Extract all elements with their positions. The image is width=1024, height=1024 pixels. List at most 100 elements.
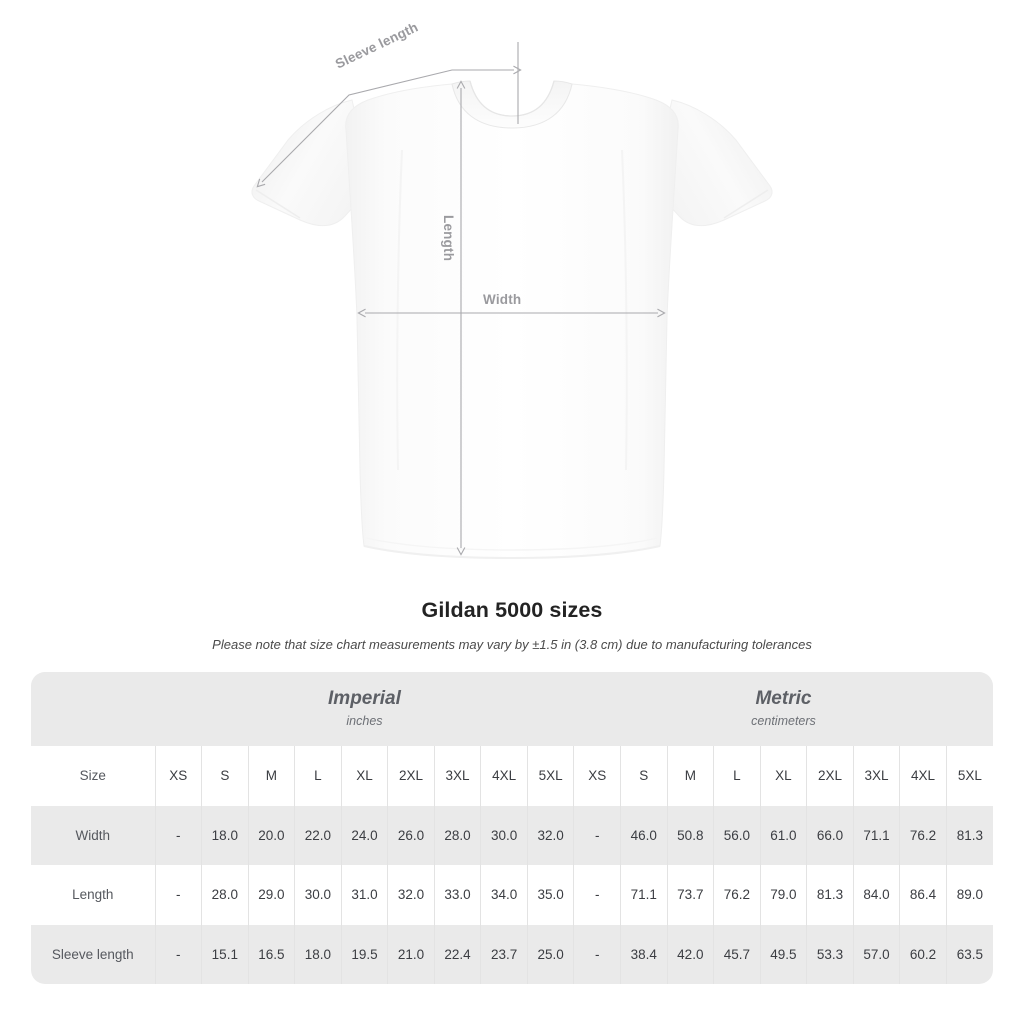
- measurement-cell: 18.0: [294, 924, 342, 984]
- size-header-cell: L: [294, 746, 342, 806]
- size-header-cell: 3XL: [433, 746, 481, 806]
- measurement-cell: 89.0: [945, 865, 993, 925]
- measurement-cell: -: [154, 865, 202, 925]
- measurement-cell: 53.3: [806, 924, 854, 984]
- measurement-cell: 22.4: [433, 924, 481, 984]
- measurement-cell: 32.0: [526, 805, 574, 865]
- table-row: Length -28.0 29.0 30.0 31.0 32.0 33.0 34.0 35.0-…: [31, 865, 993, 925]
- table-row: Sleeve length -15.1 16.5 18.0 19.5 21.0 22.4 23…: [31, 924, 993, 984]
- size-header-cell: XL: [759, 746, 807, 806]
- measurement-cell: 24.0: [340, 805, 388, 865]
- hem-stitch: [365, 537, 659, 551]
- bottom-hem: [363, 545, 661, 560]
- row-label: Sleeve length: [31, 924, 155, 984]
- measurement-cell: 31.0: [340, 865, 388, 925]
- measurement-annotations: [256, 42, 666, 556]
- measurement-cell: 42.0: [666, 924, 714, 984]
- size-header-cell: XS: [154, 746, 202, 806]
- measurement-cell: 35.0: [526, 865, 574, 925]
- sleeve-length-arrow: [256, 65, 522, 188]
- tshirt-illustration: [251, 42, 773, 560]
- measurement-cell: 81.3: [806, 865, 854, 925]
- measurement-cell: 34.0: [480, 865, 528, 925]
- measurement-cell: 30.0: [294, 865, 342, 925]
- measurement-cell: 25.0: [526, 924, 574, 984]
- measurement-cell: 16.5: [247, 924, 295, 984]
- measurement-cell: 63.5: [945, 924, 993, 984]
- shirt-silhouette: [251, 80, 773, 560]
- size-header-cell: 2XL: [387, 746, 435, 806]
- size-header-cell: 2XL: [806, 746, 854, 806]
- size-header-cell: XS: [573, 746, 621, 806]
- page-title: Gildan 5000 sizes: [421, 598, 603, 622]
- measurement-cell: 79.0: [759, 865, 807, 925]
- unit-banner-metric: Metric centimeters: [573, 672, 993, 746]
- measurement-cell: 26.0: [387, 805, 435, 865]
- unit-banner-spacer: [31, 672, 155, 746]
- width-label: Width: [483, 292, 522, 307]
- unit-name: Imperial: [328, 688, 401, 710]
- measurement-cell: 71.1: [620, 865, 668, 925]
- unit-subtitle: inches: [346, 714, 383, 729]
- row-label: Length: [31, 865, 155, 925]
- measurement-cell: 50.8: [666, 805, 714, 865]
- measurement-cell: 32.0: [387, 865, 435, 925]
- size-header-row: Size XS S M L XL 2XL 3XL 4XL 5XL XS S M L XL 2XL 3XL 4XL 5…: [31, 746, 993, 806]
- length-label: Length: [441, 215, 456, 262]
- measurement-cell: 15.1: [201, 924, 249, 984]
- measurement-cell: 28.0: [433, 805, 481, 865]
- measurement-cell: 71.1: [852, 805, 900, 865]
- unit-banner-row: Imperial inches Metric centimeters: [31, 672, 993, 746]
- measurement-cell: 21.0: [387, 924, 435, 984]
- measurement-cell: 20.0: [247, 805, 295, 865]
- measurement-cell: 30.0: [480, 805, 528, 865]
- measurement-cell: -: [573, 924, 621, 984]
- size-header-cell: 3XL: [852, 746, 900, 806]
- measurement-cell: 66.0: [806, 805, 854, 865]
- size-header-cell: 4XL: [480, 746, 528, 806]
- measurement-cell: 28.0: [201, 865, 249, 925]
- measurement-cell: -: [154, 805, 202, 865]
- size-header-label: Size: [31, 746, 155, 806]
- measurement-cell: 18.0: [201, 805, 249, 865]
- measurement-cell: 76.2: [899, 805, 947, 865]
- measurement-cell: 46.0: [620, 805, 668, 865]
- size-header-cell: L: [713, 746, 761, 806]
- measurement-cell: 19.5: [340, 924, 388, 984]
- unit-name: Metric: [755, 688, 812, 710]
- left-sleeve-hem: [255, 189, 301, 219]
- measurement-cell: 29.0: [247, 865, 295, 925]
- fold-right: [621, 149, 628, 471]
- measurement-cell: 76.2: [713, 865, 761, 925]
- size-chart-table: Imperial inches Metric centimeters Size XS S M L…: [31, 672, 993, 984]
- right-sleeve: [651, 99, 773, 226]
- size-header-cell: M: [247, 746, 295, 806]
- tolerance-note: Please note that size chart measurements…: [212, 636, 812, 652]
- size-header-cell: XL: [340, 746, 388, 806]
- size-header-cell: M: [666, 746, 714, 806]
- measurement-cell: 86.4: [899, 865, 947, 925]
- measurement-cell: 38.4: [620, 924, 668, 984]
- measurement-cell: 57.0: [852, 924, 900, 984]
- measurement-cell: 81.3: [945, 805, 993, 865]
- unit-subtitle: centimeters: [751, 714, 816, 729]
- measurement-cell: 60.2: [899, 924, 947, 984]
- size-header-cell: 5XL: [526, 746, 574, 806]
- right-sleeve-hem: [723, 189, 769, 219]
- measurement-cell: 33.0: [433, 865, 481, 925]
- measurement-cell: 49.5: [759, 924, 807, 984]
- tshirt-diagram: Sleeve length Length Width: [251, 19, 773, 560]
- row-label: Width: [31, 805, 155, 865]
- unit-banner-imperial: Imperial inches: [155, 672, 574, 746]
- size-chart-table-wrap: Imperial inches Metric centimeters Size XS S M L…: [31, 672, 993, 984]
- size-header-cell: 5XL: [945, 746, 993, 806]
- size-header-cell: 4XL: [899, 746, 947, 806]
- measurement-cell: 22.0: [294, 805, 342, 865]
- measurement-cell: 56.0: [713, 805, 761, 865]
- measurement-cell: -: [573, 865, 621, 925]
- measurement-cell: 45.7: [713, 924, 761, 984]
- measurement-cell: 73.7: [666, 865, 714, 925]
- title-block: Gildan 5000 sizes Please note that size …: [0, 598, 1024, 652]
- measurement-cell: -: [573, 805, 621, 865]
- shirt-body: [345, 83, 679, 559]
